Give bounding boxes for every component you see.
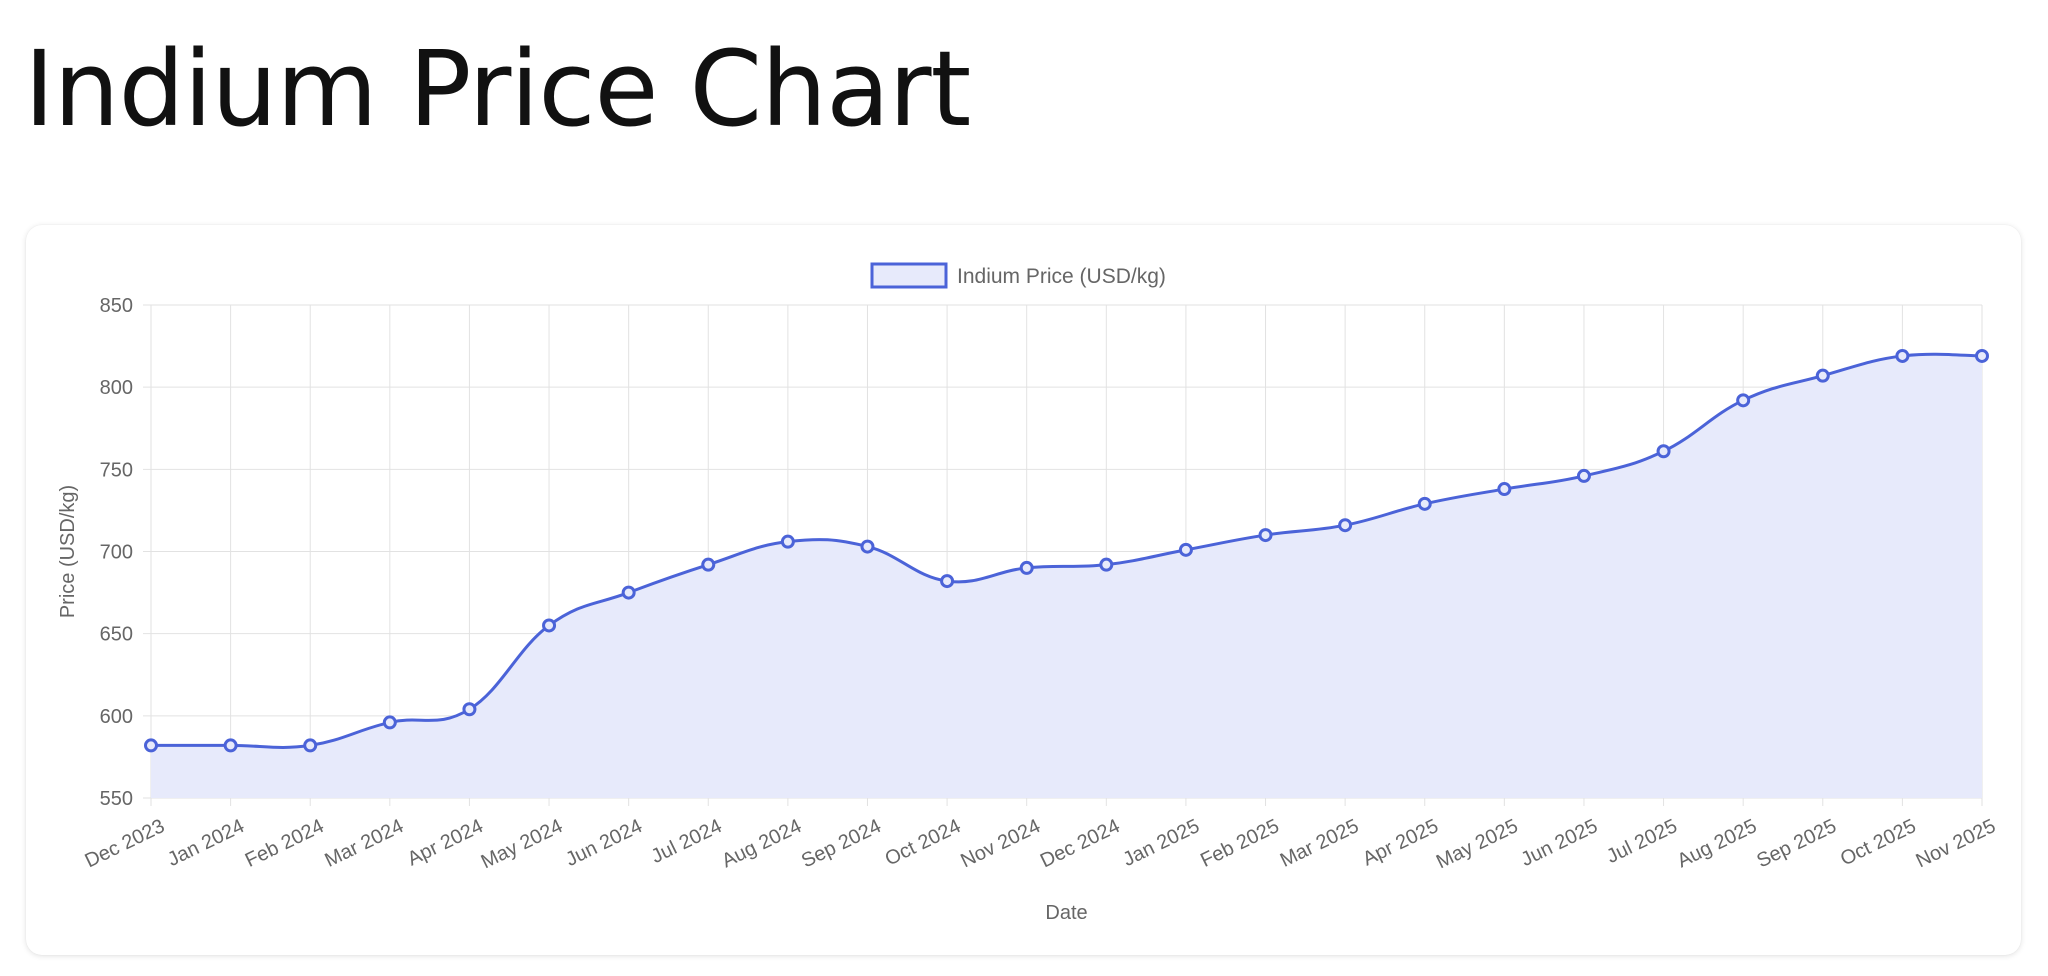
data-point[interactable] bbox=[1178, 542, 1193, 557]
data-point[interactable] bbox=[1895, 348, 1910, 363]
y-tick-label: 700 bbox=[100, 542, 133, 564]
x-tick-label: Jan 2025 bbox=[1120, 815, 1204, 871]
data-point[interactable] bbox=[1099, 557, 1114, 572]
x-tick-label: Feb 2025 bbox=[1197, 815, 1283, 872]
data-point[interactable] bbox=[542, 618, 557, 633]
x-tick-label: May 2025 bbox=[1433, 815, 1522, 873]
y-tick-label: 650 bbox=[100, 624, 133, 646]
x-tick-label: May 2024 bbox=[478, 815, 567, 873]
data-point[interactable] bbox=[144, 738, 158, 753]
y-tick-label: 600 bbox=[100, 706, 133, 728]
data-point[interactable] bbox=[1338, 518, 1353, 533]
data-point[interactable] bbox=[621, 585, 636, 600]
data-point[interactable] bbox=[1019, 560, 1034, 575]
chart-card: 850 800 750 700 650 600 550 Dec 2023 Jan 2024 Fe… bbox=[26, 225, 2021, 955]
data-point[interactable] bbox=[1975, 348, 1989, 363]
y-axis-title: Price (USD/kg) bbox=[57, 485, 79, 618]
page-title: Indium Price Chart bbox=[24, 28, 971, 150]
x-tick-label: Oct 2025 bbox=[1837, 815, 1920, 870]
data-points bbox=[144, 348, 1989, 753]
legend-swatch bbox=[870, 262, 948, 289]
x-tick-label: Aug 2024 bbox=[718, 815, 805, 872]
x-tick-label: Jun 2025 bbox=[1518, 815, 1602, 871]
x-tick-label: Jun 2024 bbox=[562, 815, 646, 871]
legend[interactable]: Indium Price (USD/kg) bbox=[870, 262, 1166, 289]
data-point[interactable] bbox=[303, 738, 318, 753]
x-tick-label: Mar 2025 bbox=[1277, 815, 1363, 872]
x-tick-label: Dec 2024 bbox=[1037, 815, 1124, 872]
data-point[interactable] bbox=[1417, 496, 1432, 511]
legend-label: Indium Price (USD/kg) bbox=[957, 265, 1166, 288]
data-point[interactable] bbox=[860, 539, 875, 554]
y-axis-ticks: 850 800 750 700 650 600 550 bbox=[100, 295, 133, 810]
data-point[interactable] bbox=[382, 715, 397, 730]
x-tick-label: Jul 2025 bbox=[1603, 815, 1681, 868]
data-point[interactable] bbox=[701, 557, 716, 572]
x-tick-label: Aug 2025 bbox=[1674, 815, 1761, 872]
data-point[interactable] bbox=[1656, 444, 1671, 459]
data-point[interactable] bbox=[223, 738, 238, 753]
x-tick-label: Mar 2024 bbox=[321, 815, 407, 872]
data-point[interactable] bbox=[940, 574, 955, 589]
data-point[interactable] bbox=[462, 702, 477, 717]
x-tick-label: Nov 2025 bbox=[1913, 815, 2000, 872]
x-tick-label: Apr 2025 bbox=[1359, 815, 1442, 870]
data-point[interactable] bbox=[1258, 528, 1273, 543]
x-tick-label: Jan 2024 bbox=[164, 815, 248, 871]
x-tick-label: Nov 2024 bbox=[957, 815, 1044, 872]
x-tick-label: Feb 2024 bbox=[242, 815, 328, 872]
x-tick-label: Sep 2024 bbox=[798, 815, 885, 872]
x-tick-label: Jul 2024 bbox=[648, 815, 726, 868]
data-point[interactable] bbox=[1736, 393, 1751, 408]
y-tick-label: 550 bbox=[100, 788, 133, 810]
data-point[interactable] bbox=[1815, 368, 1830, 383]
x-tick-label: Oct 2024 bbox=[882, 815, 965, 870]
y-tick-label: 750 bbox=[100, 459, 133, 481]
y-tick-label: 800 bbox=[100, 377, 133, 399]
x-tick-label: Dec 2023 bbox=[82, 815, 169, 872]
data-point[interactable] bbox=[1576, 468, 1591, 483]
x-axis-title: Date bbox=[1045, 902, 1087, 924]
y-tick-label: 850 bbox=[100, 295, 133, 317]
x-tick-label: Apr 2024 bbox=[404, 815, 487, 870]
price-area-fill bbox=[151, 354, 1982, 798]
data-point[interactable] bbox=[780, 534, 795, 549]
data-point[interactable] bbox=[1497, 482, 1512, 497]
x-tick-label: Sep 2025 bbox=[1753, 815, 1840, 872]
